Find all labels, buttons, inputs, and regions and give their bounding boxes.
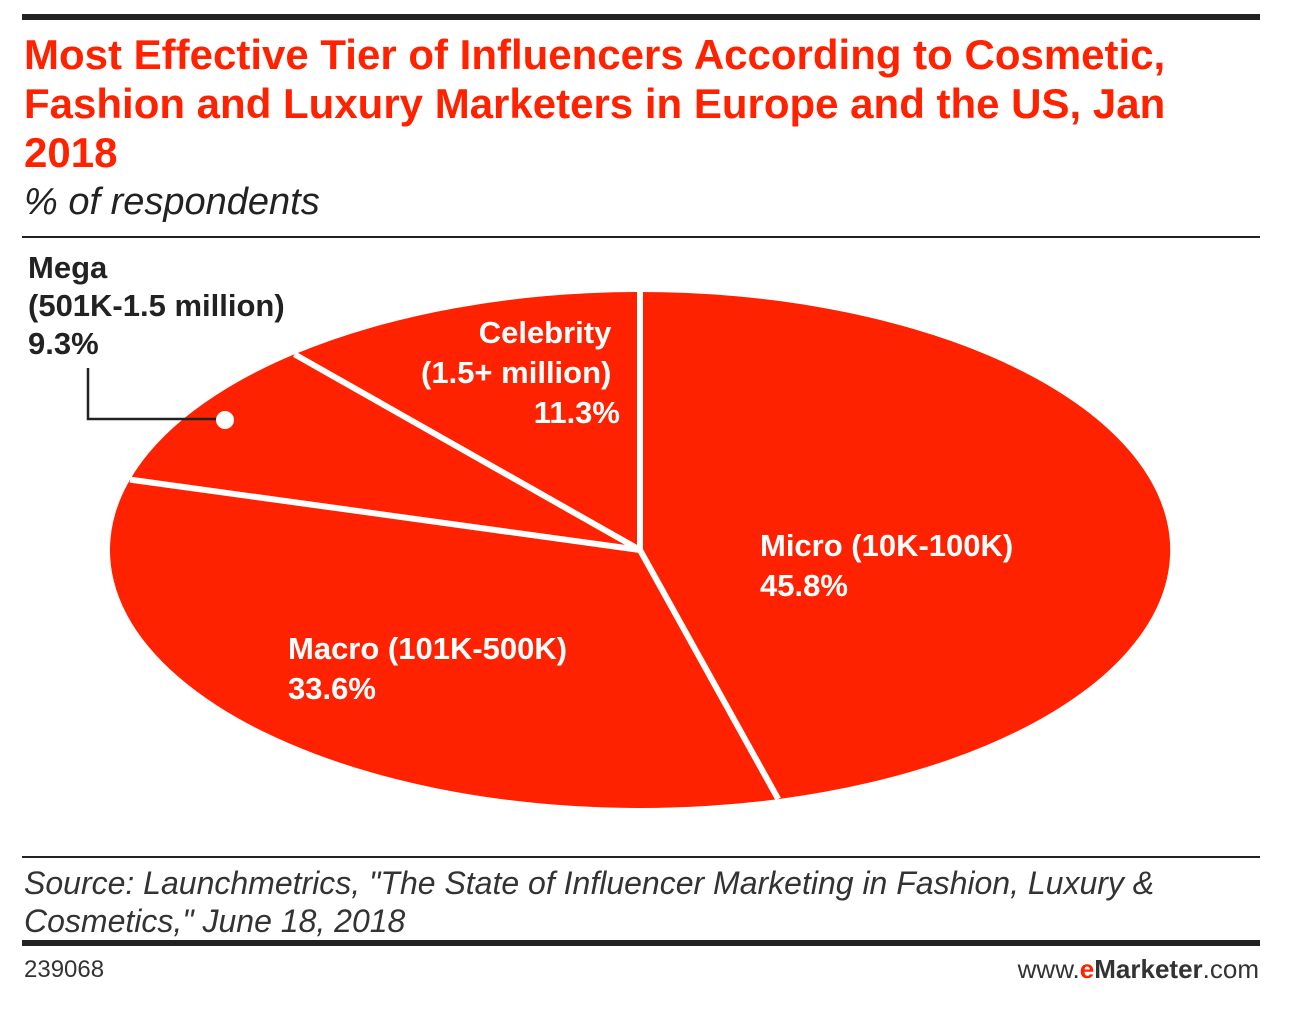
celebrity-value: 11.3% <box>534 395 620 430</box>
macro-label: Macro (101K-500K) <box>288 631 567 666</box>
mega-leader-line <box>86 368 225 421</box>
pie-chart: Celebrity (1.5+ million) 11.3% Micro (10… <box>28 250 1171 809</box>
bottom-rule <box>22 940 1260 946</box>
slice-label-celebrity: Celebrity (1.5+ million) 11.3% <box>421 315 620 430</box>
celebrity-name: Celebrity <box>479 315 612 350</box>
pie-slice-mega <box>130 354 640 550</box>
macro-value: 33.6% <box>288 671 376 706</box>
mega-leader-dot <box>216 411 234 429</box>
top-rule <box>22 14 1260 20</box>
chart-title: Most Effective Tier of Influencers Accor… <box>24 31 1166 176</box>
chart-subtitle: % of respondents <box>24 181 320 223</box>
micro-value: 45.8% <box>760 568 848 603</box>
pie-slice-celebrity <box>294 292 640 550</box>
slice-divider <box>129 476 641 553</box>
celebrity-range: (1.5+ million) <box>421 355 611 390</box>
slice-label-macro: Macro (101K-500K) 33.6% <box>288 631 576 706</box>
chart-id: 239068 <box>24 956 105 983</box>
mega-value: 9.3% <box>28 326 99 361</box>
pie-slice-macro <box>109 479 779 809</box>
slice-divider <box>293 351 642 553</box>
emarketer-logo: www.eMarketer.com <box>1018 954 1259 985</box>
pie-slice-micro <box>640 291 1171 800</box>
source-note: Source: Launchmetrics, "The State of Inf… <box>24 865 1155 939</box>
brand-suffix: .com <box>1202 954 1259 984</box>
slice-divider <box>637 548 781 801</box>
source-divider <box>22 856 1260 858</box>
mega-name: Mega <box>28 250 108 285</box>
title-divider <box>22 236 1260 238</box>
slice-label-micro: Micro (10K-100K) 45.8% <box>760 528 1022 603</box>
brand-prefix: www. <box>1017 954 1080 984</box>
micro-label: Micro (10K-100K) <box>760 528 1013 563</box>
slice-label-mega: Mega (501K-1.5 million) 9.3% <box>28 250 293 361</box>
mega-range: (501K-1.5 million) <box>28 288 285 323</box>
brand-name: Marketer <box>1094 954 1203 984</box>
brand-e: e <box>1079 954 1095 984</box>
